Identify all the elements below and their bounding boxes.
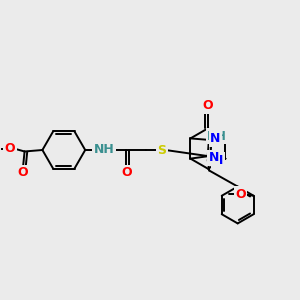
Text: N: N [210,132,220,145]
Text: N: N [208,151,219,164]
Text: NH: NH [207,130,227,142]
Text: O: O [4,142,15,155]
Text: O: O [202,99,213,112]
Text: N: N [213,154,223,166]
Text: O: O [18,167,28,179]
Text: S: S [158,143,166,157]
Text: NH: NH [94,142,114,156]
Text: O: O [235,188,246,201]
Text: O: O [121,167,131,179]
